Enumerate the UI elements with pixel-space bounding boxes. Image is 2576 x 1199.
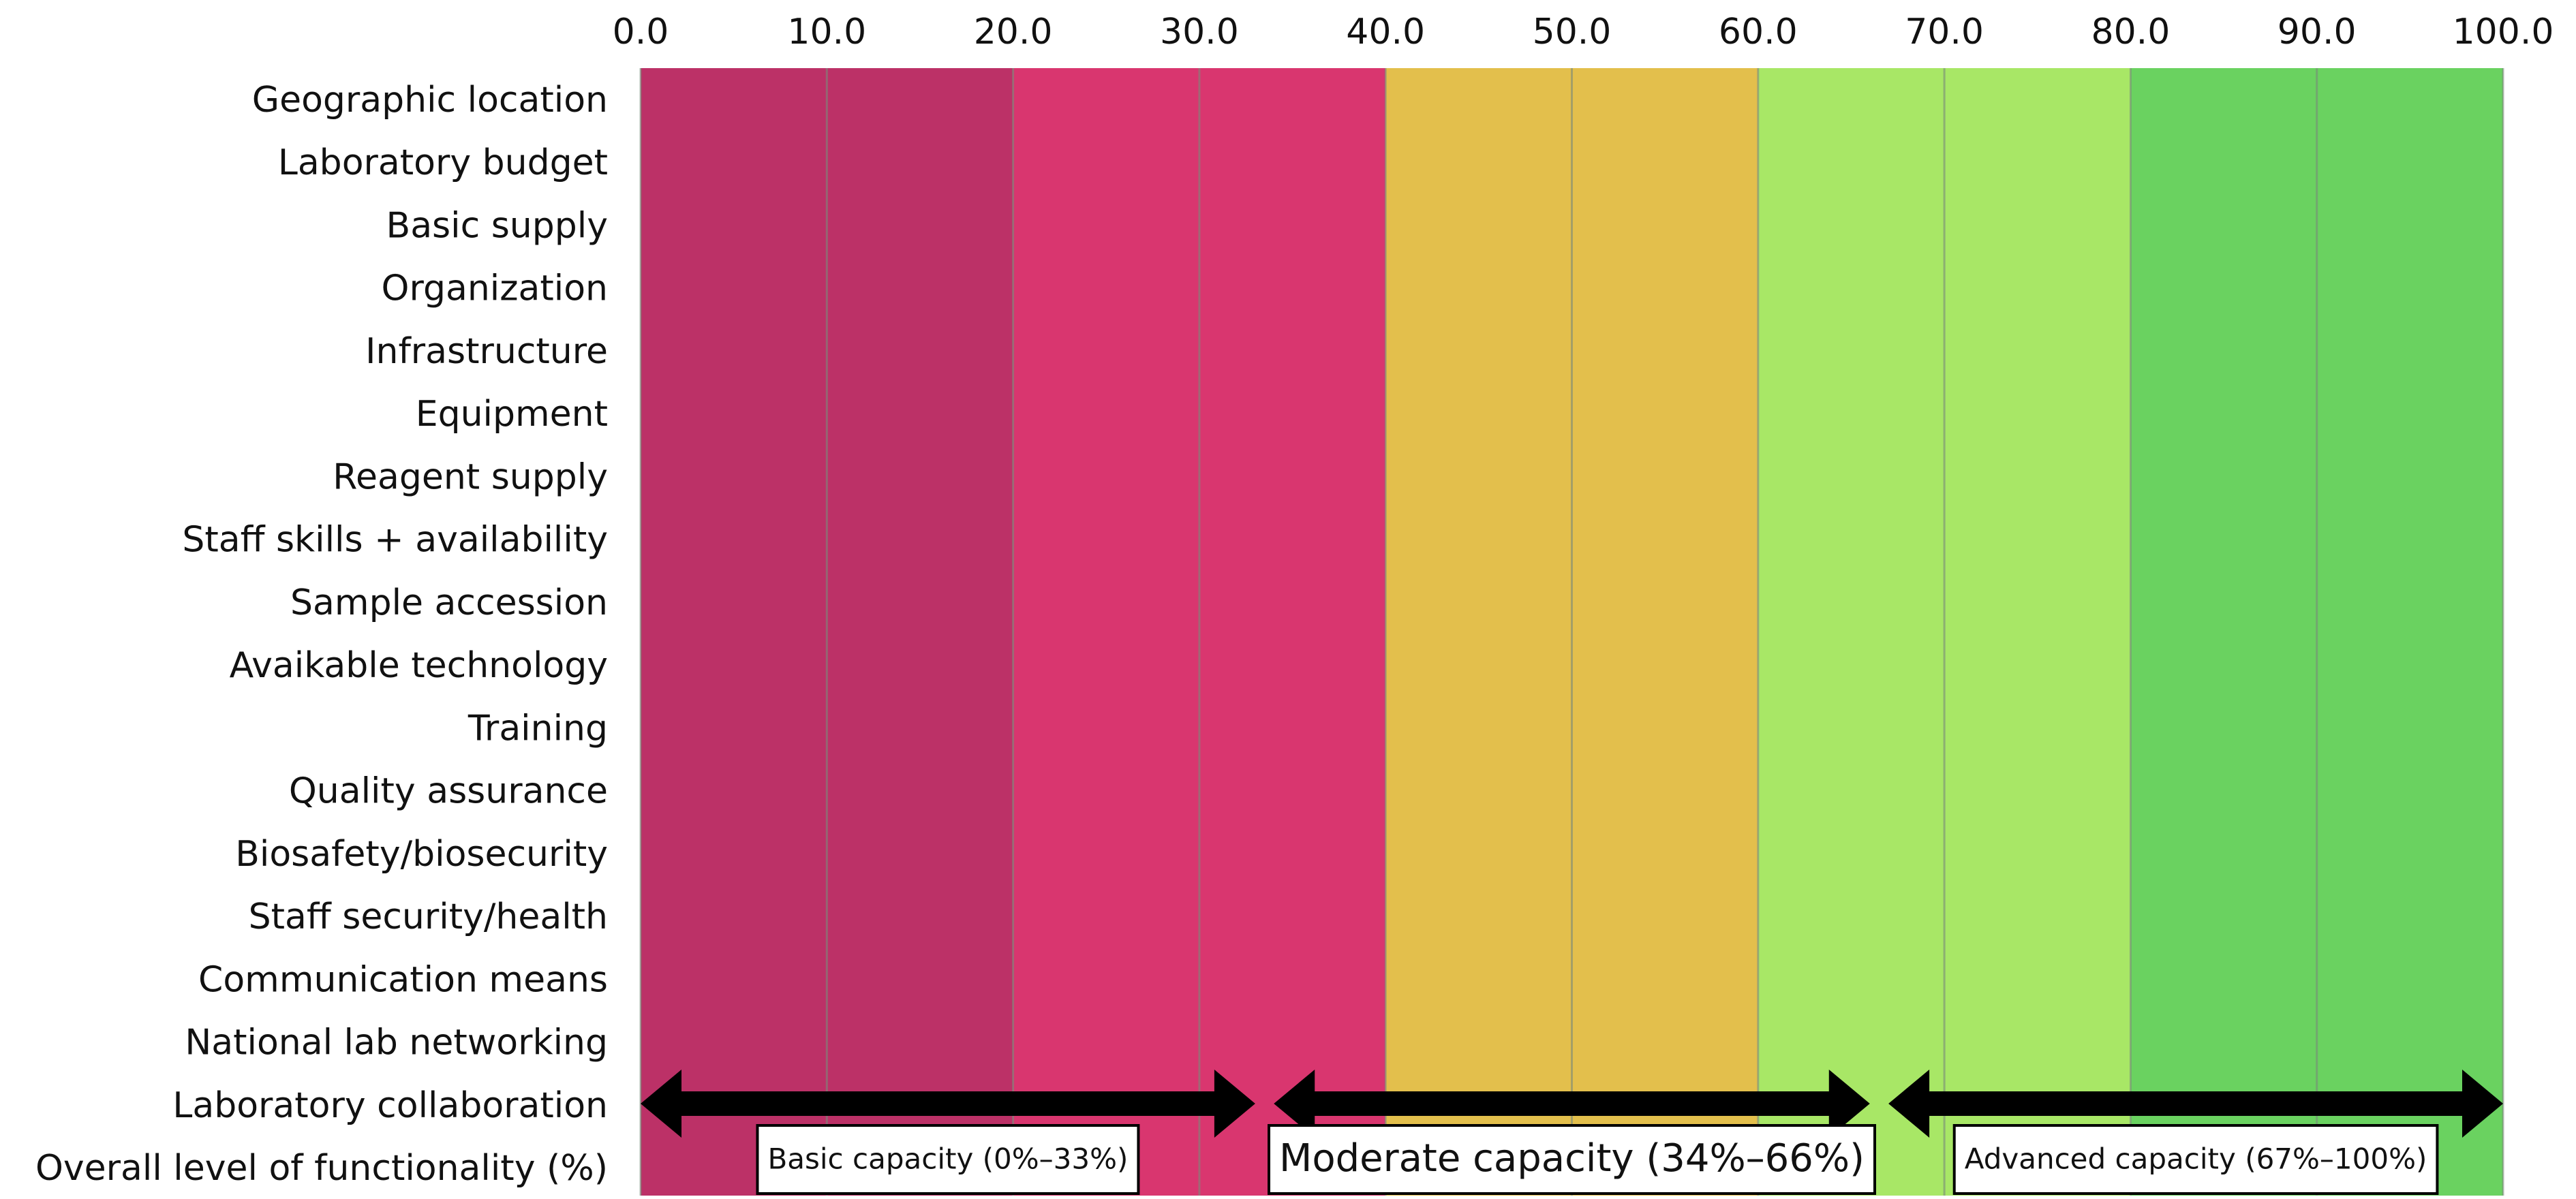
y-category-label: Overall level of functionality (%) (35, 1148, 608, 1189)
x-tick-label: 70.0 (1905, 12, 1984, 52)
y-category-label: Biosafety/biosecurity (235, 834, 608, 875)
range-label: Moderate capacity (34%–66%) (1279, 1136, 1865, 1181)
x-tick-label: 90.0 (2278, 12, 2357, 52)
y-category-label: Staff skills + availability (182, 520, 608, 561)
y-category-label: Training (467, 708, 608, 749)
y-category-label: Avaikable technology (230, 645, 608, 686)
range-label: Advanced capacity (67%–100%) (1965, 1142, 2427, 1176)
range-arrow (641, 1070, 1255, 1138)
y-category-label: Geographic location (252, 80, 608, 121)
range-label-box (1952, 1124, 2439, 1195)
x-tick-label: 30.0 (1160, 12, 1239, 52)
range-label: Basic capacity (0%–33%) (767, 1142, 1128, 1176)
x-tick-label: 20.0 (974, 12, 1053, 52)
x-tick-label: 40.0 (1346, 12, 1425, 52)
range-label-box (756, 1124, 1140, 1195)
y-category-label: Equipment (416, 394, 608, 435)
y-category-label: National lab networking (185, 1023, 608, 1063)
range-label-box (1268, 1124, 1876, 1195)
y-category-label: Infrastructure (365, 331, 608, 372)
y-category-label: Laboratory budget (278, 142, 608, 183)
y-category-label: Staff security/health (249, 897, 608, 937)
range-arrow (1888, 1070, 2503, 1138)
y-category-label: Reagent supply (333, 456, 608, 497)
x-tick-label: 100.0 (2453, 12, 2554, 52)
x-tick-label: 10.0 (787, 12, 866, 52)
x-tick-label: 50.0 (1533, 12, 1612, 52)
y-category-label: Organization (382, 268, 608, 309)
y-category-label: Sample accession (290, 582, 608, 623)
y-category-label: Communication means (198, 959, 608, 1000)
y-category-label: Basic supply (386, 205, 608, 246)
range-arrow (1274, 1070, 1870, 1138)
x-tick-label: 60.0 (1719, 12, 1798, 52)
x-tick-label: 0.0 (613, 12, 669, 52)
y-category-label: Quality assurance (289, 771, 608, 812)
x-tick-label: 80.0 (2091, 12, 2171, 52)
y-category-label: Laboratory collaboration (172, 1085, 608, 1126)
